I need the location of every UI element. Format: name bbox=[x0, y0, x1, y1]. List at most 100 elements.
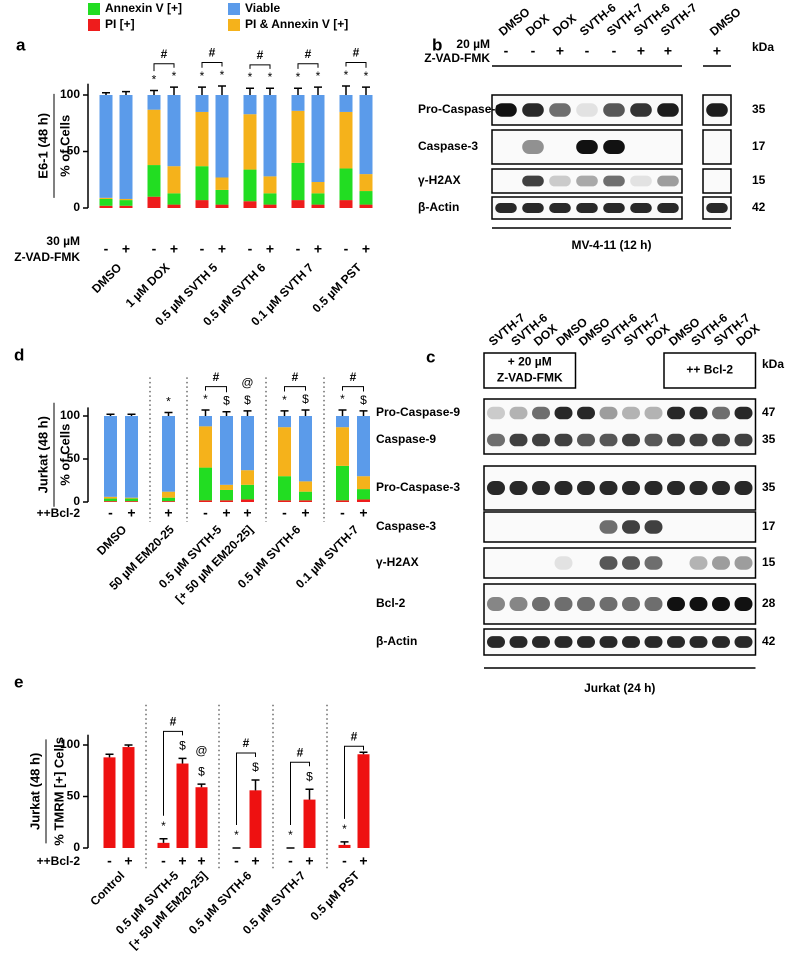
error-bar bbox=[178, 757, 187, 764]
blot-band bbox=[706, 140, 728, 154]
blot-band bbox=[690, 520, 708, 534]
error-bar bbox=[314, 86, 322, 95]
category-label: + bbox=[251, 853, 259, 869]
bar-segment bbox=[299, 481, 312, 492]
kda-label: 35 bbox=[752, 102, 766, 116]
blot-band bbox=[495, 103, 517, 117]
blot-band bbox=[603, 140, 625, 154]
group-label: 0.5 µM PST bbox=[307, 868, 362, 923]
error-bar bbox=[218, 85, 226, 95]
blot-band bbox=[712, 520, 730, 534]
blot-band bbox=[706, 103, 728, 117]
blot-band bbox=[522, 175, 544, 187]
bar-segment bbox=[104, 498, 117, 502]
category-label: - bbox=[340, 505, 345, 521]
bracket bbox=[201, 62, 223, 68]
blot-frame bbox=[483, 511, 757, 543]
bar-annotation: * bbox=[234, 828, 239, 842]
blot-band bbox=[495, 176, 517, 187]
blot-band bbox=[599, 520, 618, 534]
blot-band bbox=[630, 140, 652, 154]
blot-band bbox=[657, 140, 679, 154]
bar-segment bbox=[339, 95, 353, 112]
bar-segment bbox=[339, 111, 353, 169]
bar-annotation: * bbox=[340, 392, 345, 406]
blot-band bbox=[549, 140, 571, 154]
bar-annotation: @ bbox=[195, 743, 207, 757]
blot-band bbox=[532, 597, 550, 611]
legend-label: PI [+] bbox=[105, 17, 135, 31]
blot-frame bbox=[483, 465, 757, 511]
row-label: Z-VAD-FMK bbox=[14, 250, 80, 264]
bar bbox=[249, 790, 262, 848]
blot-band bbox=[622, 520, 640, 534]
bar-segment bbox=[99, 197, 113, 199]
bar-segment bbox=[119, 200, 133, 206]
group-label: DMSO bbox=[89, 260, 124, 295]
bar-annotation: $ bbox=[223, 394, 230, 408]
treatment-sign: - bbox=[585, 43, 590, 59]
error-bar bbox=[362, 86, 370, 95]
bar-segment bbox=[147, 165, 161, 197]
blot-band bbox=[577, 597, 595, 611]
blot-band bbox=[487, 433, 505, 447]
group-label: Control bbox=[87, 868, 127, 908]
bar-segment bbox=[357, 416, 370, 477]
blot-band bbox=[532, 636, 550, 648]
category-label: + bbox=[314, 241, 322, 257]
kda-label: 42 bbox=[762, 634, 776, 648]
y-tick-label: 0 bbox=[73, 840, 80, 854]
bracket bbox=[205, 386, 227, 393]
blot-band bbox=[577, 433, 595, 447]
bar-annotation: $ bbox=[179, 739, 186, 753]
bar-segment bbox=[311, 193, 325, 205]
lane-label: DMSO bbox=[707, 5, 744, 39]
treatment-sign: + bbox=[713, 43, 721, 59]
bar-segment bbox=[199, 416, 212, 427]
category-label: - bbox=[108, 505, 113, 521]
bar-segment bbox=[243, 114, 257, 170]
bar-segment bbox=[125, 497, 138, 499]
blot-footer: MV-4-11 (12 h) bbox=[571, 238, 651, 252]
bar-segment bbox=[220, 489, 233, 501]
blot-band bbox=[667, 636, 685, 648]
error-bar bbox=[122, 90, 130, 95]
bar-segment bbox=[336, 465, 349, 501]
blot-frame bbox=[483, 547, 757, 579]
y-tick-label: 100 bbox=[60, 737, 80, 751]
blot-band bbox=[522, 103, 544, 117]
category-label: - bbox=[288, 853, 293, 869]
category-label: - bbox=[200, 241, 205, 257]
treatment-sign: + bbox=[664, 43, 672, 59]
error-bar bbox=[280, 410, 289, 416]
category-label: - bbox=[161, 853, 166, 869]
blot-row-label: β-Actin bbox=[376, 634, 417, 648]
error-bar bbox=[266, 87, 274, 95]
blot-band bbox=[706, 203, 728, 213]
blot-band bbox=[735, 520, 753, 534]
y-axis-group-label: Jurkat (48 h) bbox=[27, 753, 42, 830]
bar-segment bbox=[339, 168, 353, 201]
blot-band bbox=[644, 597, 663, 611]
bar-segment bbox=[199, 467, 212, 501]
kda-header: kDa bbox=[762, 357, 784, 371]
blot-band bbox=[510, 520, 528, 534]
error-bar bbox=[359, 410, 368, 416]
category-label: - bbox=[344, 241, 349, 257]
treatment-sign: - bbox=[612, 43, 617, 59]
blot-band bbox=[509, 636, 528, 648]
category-label: + bbox=[359, 505, 367, 521]
blot-band bbox=[630, 203, 652, 213]
bar-annotation: * bbox=[172, 69, 177, 83]
blot-row-label: Pro-Caspase-9 bbox=[376, 405, 460, 419]
error-bar bbox=[338, 409, 347, 416]
bar-segment bbox=[195, 111, 209, 167]
category-label: - bbox=[282, 505, 287, 521]
blot-band bbox=[554, 556, 573, 570]
bar-segment bbox=[241, 470, 254, 485]
blot-band bbox=[689, 481, 708, 495]
blot-band bbox=[622, 636, 640, 648]
bar-segment bbox=[119, 205, 133, 208]
error-bar bbox=[340, 841, 349, 845]
blot-band bbox=[657, 103, 679, 117]
